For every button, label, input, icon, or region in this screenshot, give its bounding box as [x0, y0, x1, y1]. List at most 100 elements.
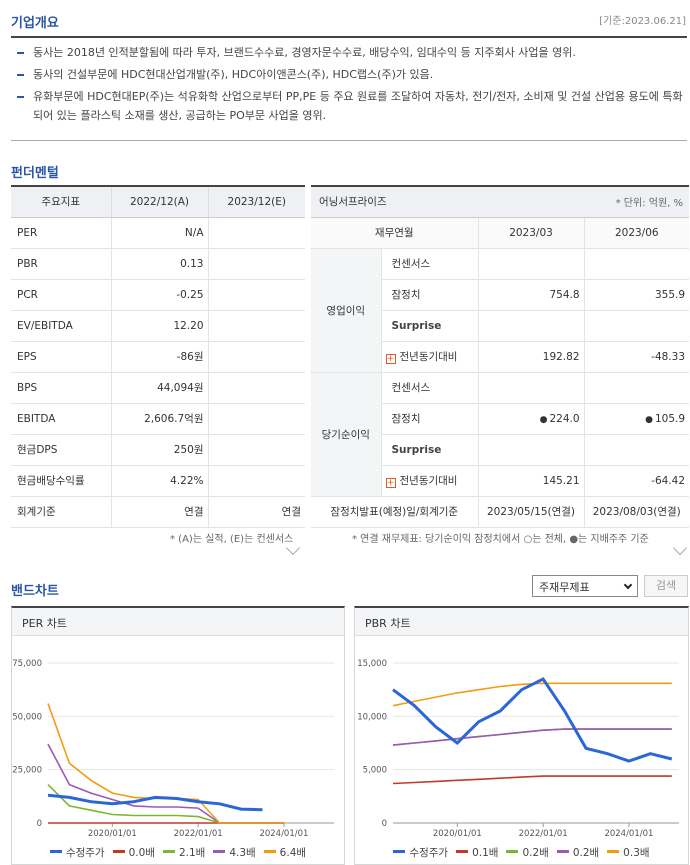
cell-value: -0.25: [111, 279, 209, 311]
legend-swatch: [162, 850, 175, 853]
legend-item[interactable]: 0.1배: [456, 847, 498, 859]
legend-label: 수정주가: [409, 847, 449, 859]
series-line-3: [392, 728, 672, 746]
x-tick-label: 2024/01/01: [259, 829, 308, 839]
series-line-0: [392, 677, 673, 763]
per-chart: 75,000 50,000 25,000 0 2020/01/01 2022/01/01 2…: [12, 659, 334, 839]
table-row: Surprise: [311, 310, 690, 342]
row-label: 전년동기대비: [399, 475, 458, 487]
cell-value: 224.0: [549, 412, 580, 425]
cell-value: N/A: [111, 217, 209, 249]
series-line-4: [47, 703, 284, 824]
y-tick-label: 75,000: [12, 659, 42, 669]
pbr-chart-legend: 수정주가 0.1배 0.2배 0.2배 0.3배: [355, 845, 688, 860]
cell-value: [208, 279, 305, 311]
series-line-0: [47, 793, 263, 812]
col-header: 2023/12(E): [208, 186, 305, 218]
legend-label: 0.0배: [128, 847, 155, 859]
table-row: EBITDA 2,606.7억원: [11, 403, 305, 435]
legend-item[interactable]: 4.3배: [213, 847, 256, 859]
cell-value: 12.20: [111, 310, 209, 342]
row-label: 회계기준: [11, 496, 112, 528]
band-title: 밴드차트: [11, 584, 59, 599]
legend-swatch: [456, 850, 469, 853]
legend-label: 4.3배: [229, 847, 256, 859]
x-tick-label: 2020/01/01: [88, 829, 137, 839]
y-tick-label: 5,000: [363, 766, 387, 776]
legend-label: 0.2배: [572, 847, 600, 859]
x-tick-label: 2022/01/01: [519, 829, 568, 839]
y-tick-label: 15,000: [357, 659, 387, 669]
col-header: 재무연월: [311, 217, 478, 249]
legend-swatch: [263, 850, 276, 853]
legend-swatch: [49, 850, 62, 853]
legend-label: 6.4배: [279, 847, 307, 859]
overview-title: 기업개요: [11, 16, 59, 31]
cell-value: [208, 310, 305, 342]
legend-item[interactable]: 0.0배: [112, 847, 155, 859]
earnings-footer-value: 2023/05/15(연결): [477, 496, 585, 528]
y-tick-label: 0: [37, 819, 42, 829]
legend-item[interactable]: 2.1배: [162, 847, 206, 859]
table-row: 영업이익 컨센서스: [311, 248, 690, 373]
legend-label: 0.1배: [472, 847, 499, 859]
y-tick-label: 25,000: [12, 766, 42, 776]
row-label: EV/EBITDA: [11, 310, 112, 342]
legend-item[interactable]: 수정주가: [49, 847, 105, 859]
legend-item[interactable]: 6.4배: [263, 847, 307, 859]
row-label: EBITDA: [11, 403, 112, 435]
table-row: Surprise: [311, 434, 690, 466]
col-header: 2023/03: [477, 217, 585, 249]
overview-basis-date: [기준:2023.06.21]: [599, 16, 686, 27]
col-header: 2022/12(A): [111, 186, 209, 218]
legend-item[interactable]: 0.2배: [506, 847, 549, 859]
legend-swatch: [607, 850, 620, 853]
row-label: Surprise: [391, 443, 442, 456]
y-tick-label: 50,000: [12, 712, 42, 722]
legend-item[interactable]: 수정주가: [393, 847, 448, 859]
row-label: EPS: [11, 341, 112, 373]
chevron-down-icon: [623, 580, 633, 590]
cell-value: 연결: [208, 496, 305, 528]
earnings-title: 어닝서프라이즈: [319, 196, 387, 209]
pbr-chart: 15,000 10,000 5,000 0 2020/01/01 2022/01/01 20…: [357, 659, 679, 839]
row-label: PCR: [11, 279, 112, 311]
table-row: 잠정치 754.8 355.9: [311, 279, 690, 311]
row-label: Surprise: [391, 319, 442, 332]
legend-item[interactable]: 0.2배: [556, 847, 600, 859]
series-line-4: [392, 682, 672, 707]
legend-label: 2.1배: [178, 847, 206, 859]
expand-plus-icon[interactable]: +: [385, 478, 396, 488]
series-line-3: [47, 743, 284, 824]
table-row: PCR -0.25: [11, 279, 305, 311]
earnings-table: 어닝서프라이즈 * 단위: 억원, % 재무연월 2023/03 2023/06…: [311, 185, 690, 528]
table-row: 회계기준 연결 연결: [11, 496, 305, 528]
row-label: 잠정치: [391, 289, 421, 301]
expand-chevron-icon[interactable]: [672, 540, 688, 556]
table-row: 현금DPS 250원: [11, 434, 305, 466]
row-label: PER: [11, 217, 112, 249]
legend-label: 수정주가: [65, 847, 105, 859]
fundamental-title: 펀더멘털: [11, 166, 59, 181]
row-label: 컨센서스: [391, 258, 431, 270]
legend-label: 0.3배: [623, 847, 650, 859]
table-row: EV/EBITDA 12.20: [11, 310, 305, 342]
group-label: 당기순이익: [311, 372, 381, 497]
table-row: EPS -86원: [11, 341, 305, 373]
col-header: 주요지표: [11, 186, 112, 218]
statement-select[interactable]: 주재무제표: [532, 575, 638, 597]
pbr-chart-panel: PBR 차트 15,000 10,000 5,000 0 2020/01/01 2022/…: [354, 606, 689, 865]
search-button[interactable]: 검색: [644, 575, 688, 597]
per-chart-legend: 수정주가 0.0배 2.1배 4.3배 6.4배: [12, 845, 344, 860]
cell-value: -64.42: [651, 474, 686, 487]
overview-item: 동사의 건설부문에 HDC현대산업개발(주), HDC아이앤콘스(주), HDC…: [11, 65, 687, 84]
expand-plus-icon[interactable]: +: [385, 354, 396, 364]
earnings-unit: * 단위: 억원, %: [584, 186, 690, 218]
earnings-footer-label: 잠정치발표(예정)일/회계기준: [311, 496, 478, 528]
cell-value: 연결: [111, 496, 209, 528]
select-value: 주재무제표: [539, 581, 590, 594]
legend-item[interactable]: 0.3배: [607, 847, 650, 859]
legend-swatch: [213, 850, 226, 853]
cell-value: 0.13: [111, 248, 209, 280]
row-label: 현금배당수익률: [11, 465, 112, 497]
